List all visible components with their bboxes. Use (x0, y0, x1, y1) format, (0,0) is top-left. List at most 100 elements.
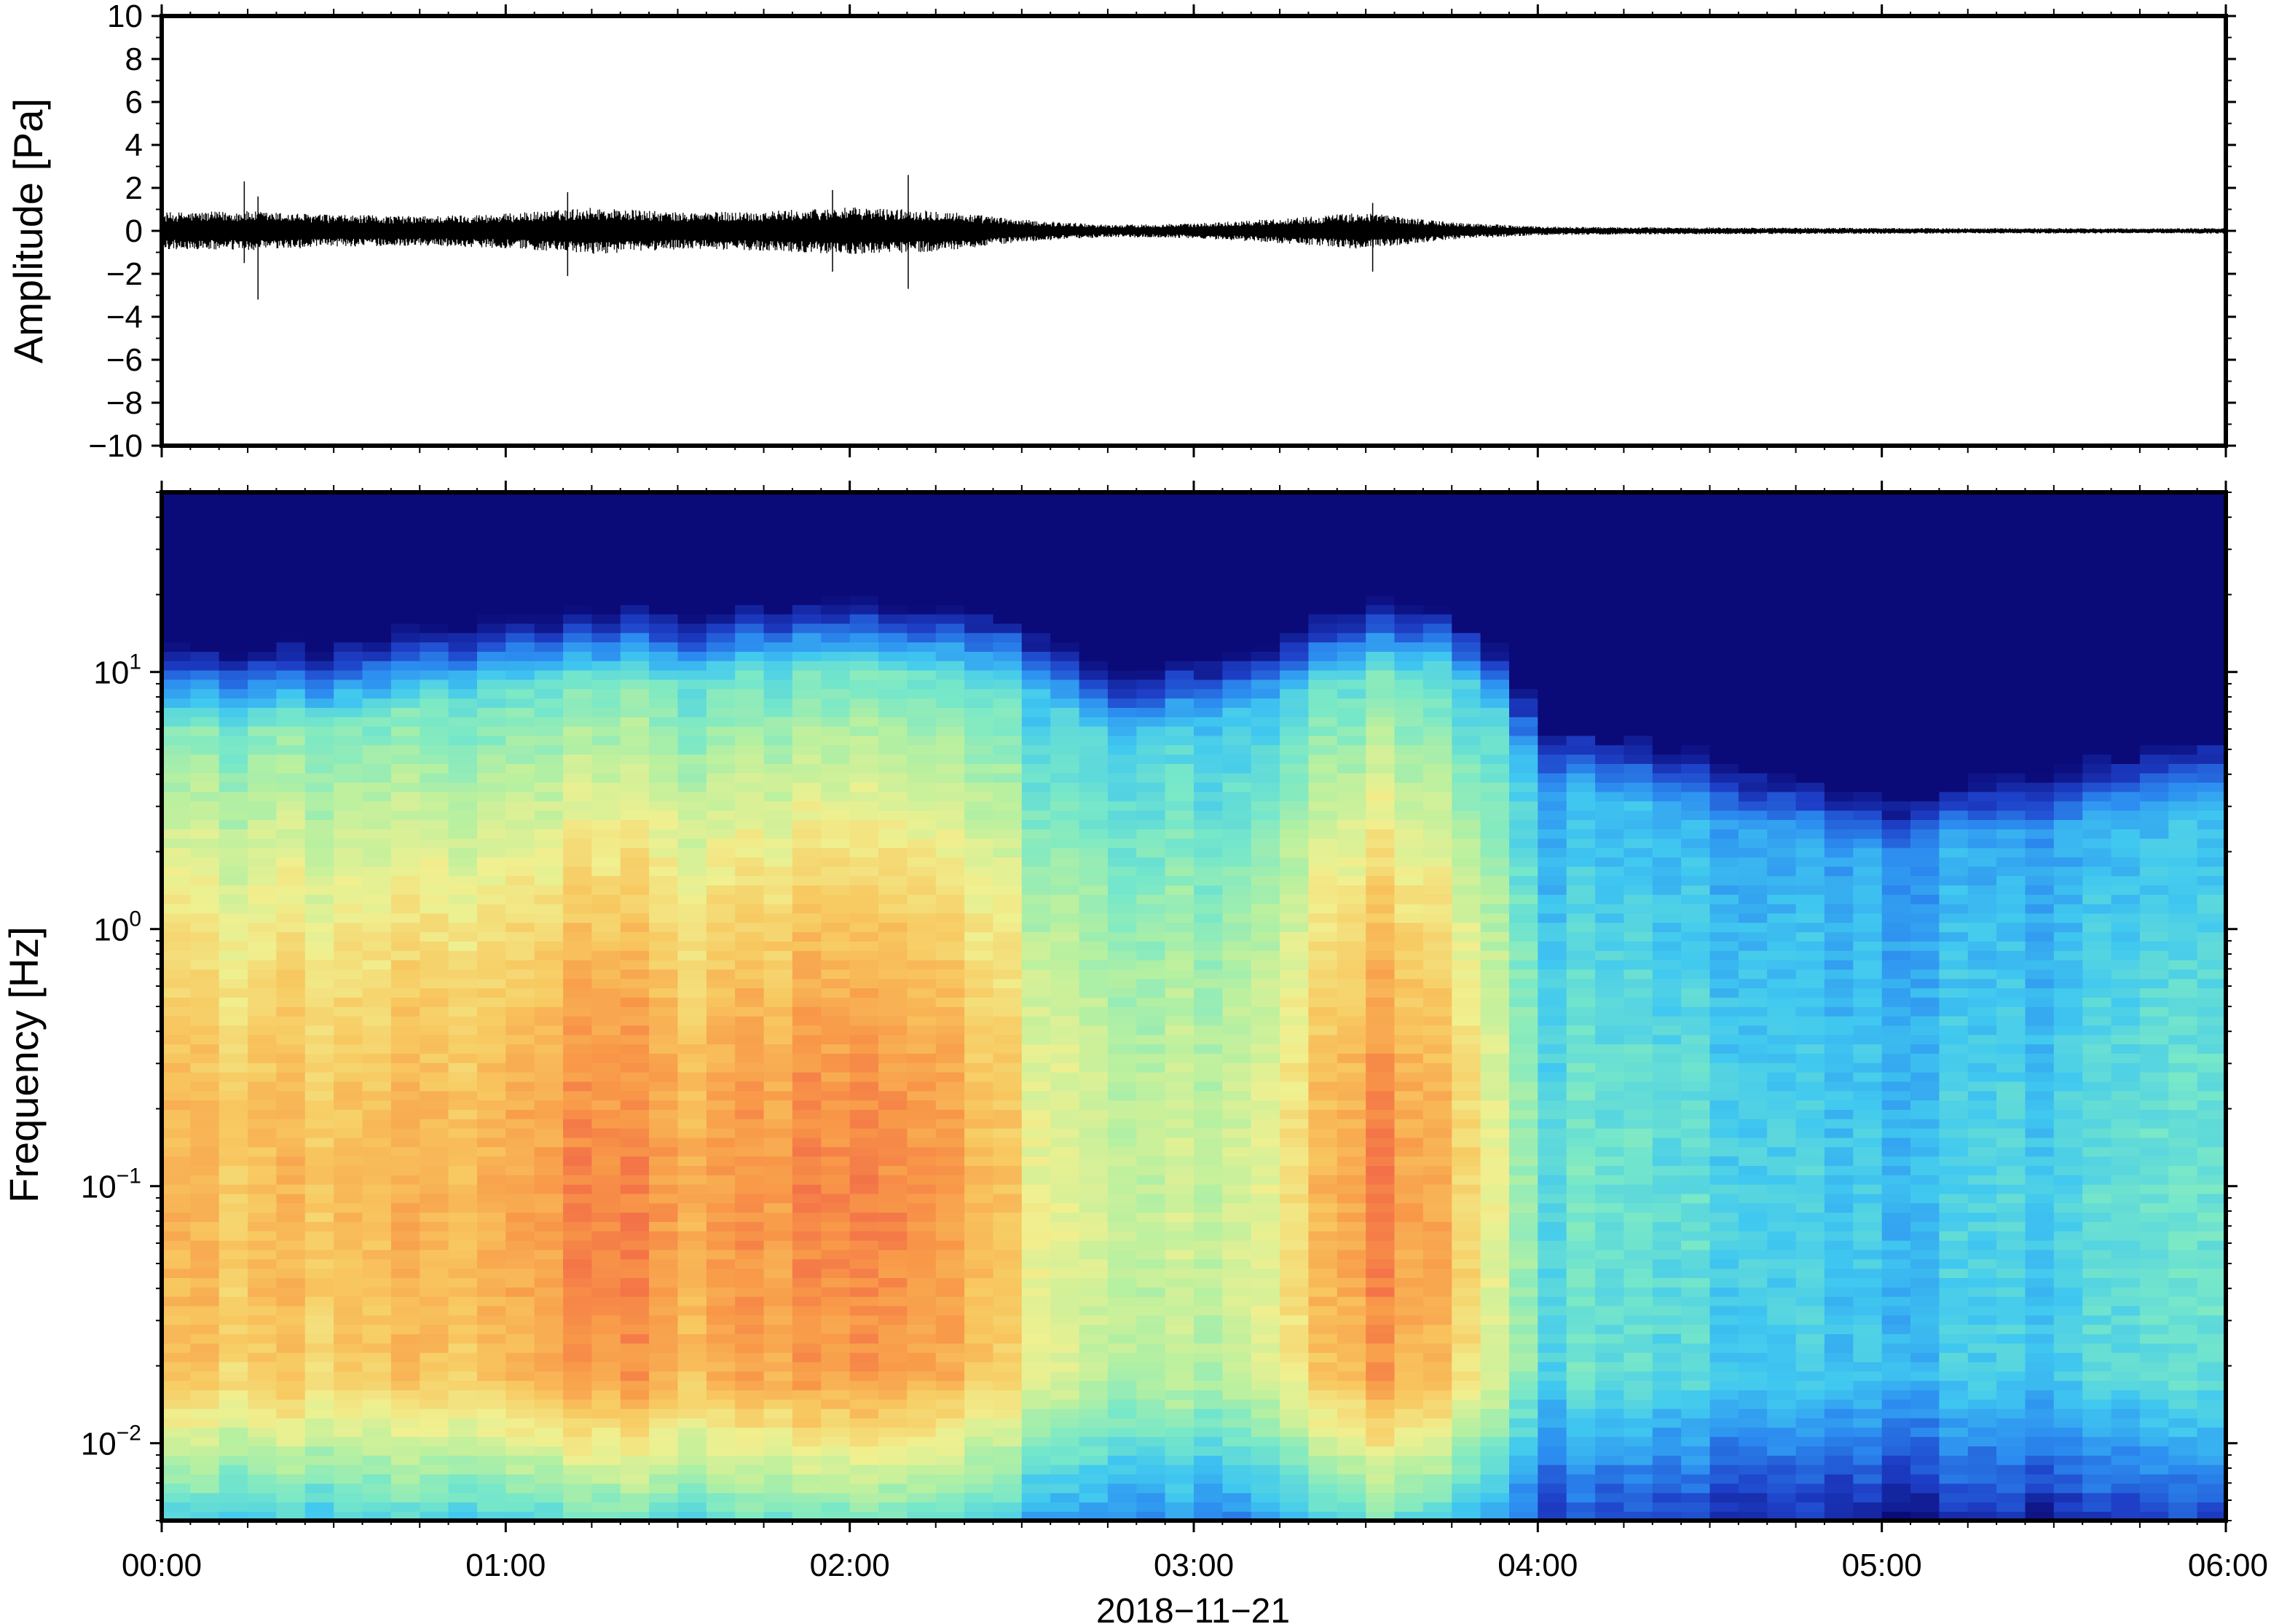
spectrogram-cell (1222, 1025, 1252, 1036)
spectrogram-cell (1079, 586, 1109, 596)
spectrogram-cell (620, 1361, 650, 1372)
spectrogram-cell (334, 642, 363, 652)
spectrogram-cell (993, 1063, 1023, 1073)
spectrogram-cell (1107, 1371, 1138, 1381)
spectrogram-cell (276, 763, 306, 773)
spectrogram-cell (591, 988, 621, 998)
spectrogram-cell (1394, 1063, 1424, 1073)
spectrogram-cell (706, 978, 736, 989)
spectrogram-cell (162, 1352, 192, 1363)
spectrogram-cell (1251, 1455, 1280, 1465)
spectrogram-cell (448, 903, 478, 914)
spectrogram-cell (849, 959, 879, 970)
spectrogram-cell (1136, 781, 1166, 792)
spectrogram-cell (1251, 800, 1280, 811)
spectrogram-cell (362, 1127, 392, 1138)
spectrogram-cell (1136, 1146, 1166, 1157)
spectrogram-cell (1366, 875, 1396, 886)
spectrogram-cell (477, 829, 507, 839)
spectrogram-cell (390, 1492, 421, 1503)
spectrogram-cell (162, 1100, 192, 1110)
spectrogram-cell (563, 604, 593, 615)
spectrogram-cell (964, 501, 994, 512)
spectrogram-cell (448, 754, 478, 764)
spectrogram-cell (304, 1305, 334, 1316)
spectrogram-cell (276, 1221, 306, 1231)
spectrogram-cell (563, 586, 593, 596)
spectrogram-cell (477, 1427, 507, 1438)
spectrogram-cell (477, 903, 507, 914)
spectrogram-cell (1165, 1193, 1194, 1204)
spectrogram-cell (1251, 1025, 1280, 1036)
spectrogram-cell (334, 1109, 363, 1119)
spectrogram-cell (1136, 1249, 1166, 1260)
spectrogram-cell (1308, 1044, 1338, 1054)
spectrogram-cell (362, 1258, 392, 1269)
spectrogram-cell (448, 1100, 478, 1110)
spectrogram-cell (477, 1268, 507, 1278)
spectrogram-cell (334, 800, 363, 811)
spectrogram-cell (563, 922, 593, 933)
spectrogram-cell (935, 1109, 965, 1119)
spectrogram-cell (935, 1100, 965, 1110)
spectrogram-cell (964, 511, 994, 521)
spectrogram-cell (907, 1109, 937, 1119)
spectrogram-cell (649, 969, 679, 979)
spectrogram-cell (849, 931, 879, 942)
spectrogram-cell (591, 520, 621, 531)
spectrogram-cell (304, 1053, 334, 1063)
spectrogram-cell (1107, 978, 1138, 989)
spectrogram-cell (1366, 1408, 1396, 1419)
spectrogram-cell (248, 1296, 278, 1306)
spectrogram-cell (162, 1296, 192, 1306)
spectrogram-cell (1366, 1081, 1396, 1092)
spectrogram-cell (935, 1063, 965, 1073)
spectrogram-cell (1021, 642, 1051, 652)
spectrogram-cell (1308, 800, 1338, 811)
spectrogram-cell (1079, 1371, 1109, 1381)
spectrogram-cell (1136, 725, 1166, 736)
spectrogram-cell (1394, 1044, 1424, 1054)
spectrogram-cell (792, 1390, 822, 1400)
spectrogram-cell (1079, 1380, 1109, 1391)
spectrogram-cell (248, 791, 278, 802)
spectrogram-cell (248, 661, 278, 671)
spectrogram-cell (993, 1343, 1023, 1353)
spectrogram-cell (907, 997, 937, 1007)
spectrogram-cell (1079, 1417, 1109, 1428)
spectrogram-cell (276, 1343, 306, 1353)
spectrogram-cell (1280, 791, 1310, 802)
spectrogram-cell (477, 1034, 507, 1045)
spectrogram-cell (1050, 1296, 1080, 1306)
spectrogram-cell (219, 1343, 248, 1353)
spectrogram-cell (304, 997, 334, 1007)
spectrogram-cell (1107, 1249, 1138, 1260)
spectrogram-cell (477, 1258, 507, 1269)
spectrogram-cell (1308, 941, 1338, 951)
spectrogram-cell (1165, 1015, 1194, 1026)
spectrogram-cell (735, 1258, 765, 1269)
spectrogram-cell (964, 1277, 994, 1288)
spectrogram-cell (964, 623, 994, 634)
spectrogram-cell (505, 866, 535, 877)
spectrogram-cell (1366, 1231, 1396, 1241)
spectrogram-cell (1280, 800, 1310, 811)
spectrogram-cell (1280, 529, 1310, 540)
spectrogram-cell (821, 557, 851, 568)
spectrogram-cell (1222, 1455, 1252, 1465)
spectrogram-cell (993, 829, 1023, 839)
spectrogram-cell (1337, 922, 1366, 933)
spectrogram-cell (505, 1156, 535, 1166)
spectrogram-cell (1222, 829, 1252, 839)
spectrogram-cell (706, 735, 736, 746)
spectrogram-cell (878, 922, 908, 933)
spectrogram-cell (1308, 1427, 1338, 1438)
spectrogram-cell (190, 1090, 220, 1101)
spectrogram-cell (563, 613, 593, 624)
spectrogram-cell (563, 1361, 593, 1372)
spectrogram-cell (935, 1137, 965, 1148)
spectrogram-cell (649, 1015, 679, 1026)
spectrogram-cell (1079, 1175, 1109, 1185)
spectrogram-cell (1194, 688, 1224, 699)
spectrogram-cell (706, 1465, 736, 1475)
